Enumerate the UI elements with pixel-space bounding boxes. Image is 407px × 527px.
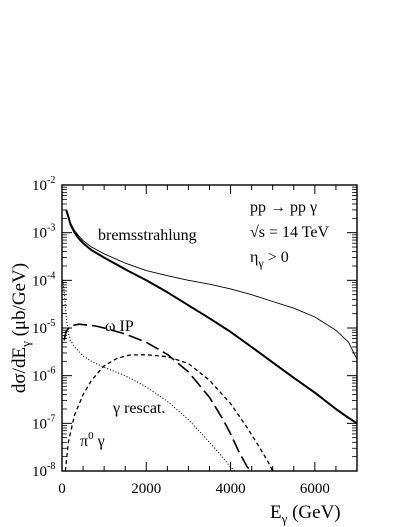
process-cut-sub: γ	[257, 256, 264, 270]
y-tick-exponent: -2	[47, 175, 55, 186]
y-tick-label: 10-4	[32, 270, 55, 289]
y-tick-label: 10-3	[32, 223, 55, 242]
series-label-gamma-rescat: γ rescat.	[112, 400, 165, 417]
process-cut-eta: η	[250, 249, 258, 266]
y-axis-title-main: dσ/dE	[9, 347, 30, 393]
y-tick-exponent: -5	[47, 318, 55, 329]
y-tick-label: 10-7	[32, 413, 55, 432]
y-tick-label: 10-5	[32, 318, 55, 337]
y-tick-base: 10	[32, 273, 47, 289]
pi0-label-sup: 0	[88, 430, 94, 442]
x-tick-label: 6000	[300, 481, 330, 497]
y-axis-title-sub: γ	[18, 341, 33, 348]
y-tick-exponent: -8	[47, 461, 55, 472]
x-axis-title: Eγ (GeV)	[270, 502, 341, 526]
x-axis-title-main: E	[270, 502, 282, 523]
process-line-cut: ηγ > 0	[250, 249, 289, 270]
y-tick-base: 10	[32, 369, 47, 385]
y-axis-title-unit: (μb/GeV)	[9, 263, 30, 341]
x-tick-label: 4000	[216, 481, 246, 497]
x-tick-label: 0	[58, 481, 66, 497]
process-line-reaction: pp → pp γ	[250, 199, 317, 216]
process-cut-rest: > 0	[264, 249, 289, 266]
series-line-short-dash	[64, 354, 274, 471]
x-axis-title-sub: γ	[281, 511, 288, 526]
series-line-thick-solid	[65, 209, 357, 425]
series-line-long-dash	[63, 323, 253, 471]
y-tick-base: 10	[32, 464, 47, 480]
y-tick-label: 10-6	[32, 366, 55, 385]
y-tick-exponent: -6	[47, 366, 55, 377]
y-axis-title: dσ/dEγ (μb/GeV)	[9, 263, 33, 393]
series-label-pi0-gamma: π0 γ	[80, 430, 105, 450]
y-tick-base: 10	[32, 321, 47, 337]
pi0-label-rest: γ	[97, 433, 105, 450]
plot-frame	[61, 184, 358, 472]
process-line-energy: √s = 14 TeV	[250, 224, 330, 241]
x-axis-title-unit: (GeV)	[287, 502, 340, 523]
y-tick-base: 10	[32, 226, 47, 242]
y-tick-label: 10-2	[32, 175, 55, 194]
y-tick-label: 10-8	[32, 461, 55, 480]
series-line-dotted	[62, 280, 236, 471]
y-tick-exponent: -7	[47, 413, 55, 424]
y-tick-exponent: -4	[47, 270, 55, 281]
series-label-omega-ip: ω IP	[105, 318, 134, 335]
curves-layer	[62, 209, 357, 471]
y-tick-exponent: -3	[47, 223, 55, 234]
x-tick-label: 2000	[131, 481, 161, 497]
labels-layer: 0 2000 4000 600010-210-310-410-510-610-710-…	[9, 175, 341, 526]
series-label-bremsstrahlung: bremsstrahlung	[98, 227, 197, 244]
pi0-label-main: π	[80, 433, 88, 450]
y-tick-base: 10	[32, 416, 47, 432]
y-tick-base: 10	[32, 178, 47, 194]
series-line-thin-solid	[65, 209, 357, 360]
